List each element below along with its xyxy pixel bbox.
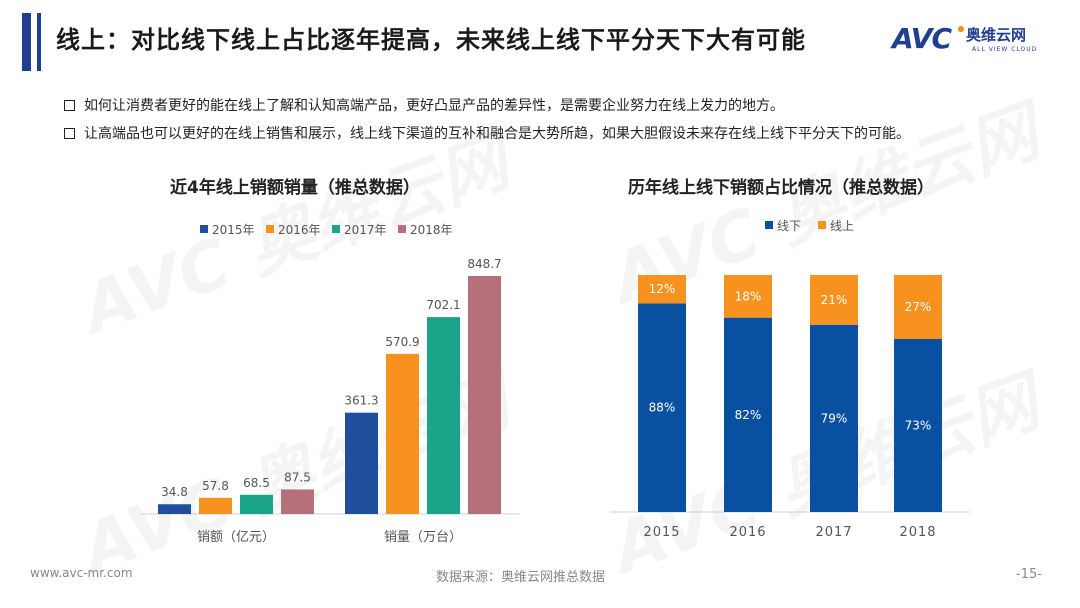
bar-online xyxy=(638,275,686,304)
legend-label: 2016年 xyxy=(278,223,321,237)
bullet-list: 如何让消费者更好的能在线上了解和认知高端产品，更好凸显产品的差异性，是需要企业努… xyxy=(64,96,910,152)
page-title: 线上：对比线下线上占比逐年提高，未来线上线下平分天下大有可能 xyxy=(56,26,806,54)
left-chart: 2015年 2016年 2017年 2018年 34.8 57.8 68.5 87.5 销额（亿… xyxy=(140,223,520,545)
footer-url[interactable]: www.avc-mr.com xyxy=(30,566,133,580)
bar xyxy=(468,276,501,514)
data-label: 12% xyxy=(649,282,676,296)
data-label: 73% xyxy=(905,418,932,432)
page-number: -15- xyxy=(1016,567,1042,582)
category-label: 2018 xyxy=(899,525,936,540)
legend-label: 线上 xyxy=(830,219,854,233)
brand-logo: AVC 奥维云网 ALL VIEW CLOUD xyxy=(892,22,1062,58)
data-label: 361.3 xyxy=(344,394,378,408)
logo-name-cn: 奥维云网 xyxy=(966,26,1027,44)
bar-offline xyxy=(894,338,942,512)
bar-offline xyxy=(810,324,858,512)
legend-label: 2015年 xyxy=(212,223,255,237)
category-label: 2016 xyxy=(729,525,766,540)
category-label: 销额（亿元） xyxy=(197,530,275,545)
data-label: 848.7 xyxy=(467,257,501,271)
bar-online xyxy=(810,275,858,325)
category-label: 2017 xyxy=(815,525,852,540)
legend-label: 2018年 xyxy=(410,223,453,237)
data-label: 570.9 xyxy=(385,335,419,349)
bar xyxy=(199,497,232,514)
bar-online xyxy=(724,275,772,318)
legend-swatch xyxy=(266,225,274,233)
title-accent-bar-thin xyxy=(37,13,41,71)
right-chart: 线下 线上 88% 12% 2015 82% 18% 2016 79% 21% 2017 73% 27%… xyxy=(610,219,970,540)
legend-swatch xyxy=(765,221,773,229)
category-label: 2015 xyxy=(643,525,680,540)
data-label: 702.1 xyxy=(426,298,460,312)
bar xyxy=(240,494,273,514)
bar xyxy=(427,317,460,514)
data-label: 68.5 xyxy=(243,476,270,490)
bar xyxy=(281,489,314,514)
bullet-text: 如何让消费者更好的能在线上了解和认知高端产品，更好凸显产品的差异性，是需要企业努… xyxy=(84,98,784,114)
legend-swatch xyxy=(818,221,826,229)
bullet-item: 让高端品也可以更好的在线上销售和展示，线上线下渠道的互补和融合是大势所趋，如果大… xyxy=(64,124,910,152)
bar-offline xyxy=(724,317,772,512)
bar xyxy=(386,353,419,514)
data-label: 79% xyxy=(821,411,848,425)
logo-avc-text: AVC xyxy=(892,22,952,55)
data-label: 87.5 xyxy=(284,470,311,484)
legend-swatch xyxy=(398,225,406,233)
bullet-item: 如何让消费者更好的能在线上了解和认知高端产品，更好凸显产品的差异性，是需要企业努… xyxy=(64,96,910,124)
bar-offline xyxy=(638,303,686,512)
checkbox-square-icon xyxy=(64,128,75,139)
footer-source: 数据来源：奥维云网推总数据 xyxy=(436,570,606,585)
legend-label: 线下 xyxy=(777,219,801,233)
bullet-text: 让高端品也可以更好的在线上销售和展示，线上线下渠道的互补和融合是大势所趋，如果大… xyxy=(84,126,910,142)
bar xyxy=(158,504,191,514)
data-label: 82% xyxy=(735,408,762,422)
logo-dot-icon xyxy=(958,26,964,32)
category-label: 销量（万台） xyxy=(384,530,462,545)
data-label: 21% xyxy=(821,293,848,307)
logo-name-en: ALL VIEW CLOUD xyxy=(972,46,1038,53)
data-label: 88% xyxy=(649,401,676,415)
legend-swatch xyxy=(332,225,340,233)
bar xyxy=(345,412,378,514)
right-chart-title: 历年线上线下销额占比情况（推总数据） xyxy=(628,178,934,198)
title-accent-bar xyxy=(22,13,31,71)
left-chart-title: 近4年线上销额销量（推总数据） xyxy=(170,178,420,198)
data-label: 18% xyxy=(735,289,762,303)
bar-online xyxy=(894,275,942,339)
data-label: 34.8 xyxy=(161,485,188,499)
data-label: 27% xyxy=(905,300,932,314)
legend-label: 2017年 xyxy=(344,223,387,237)
checkbox-square-icon xyxy=(64,100,75,111)
legend-swatch xyxy=(200,225,208,233)
data-label: 57.8 xyxy=(202,479,229,493)
